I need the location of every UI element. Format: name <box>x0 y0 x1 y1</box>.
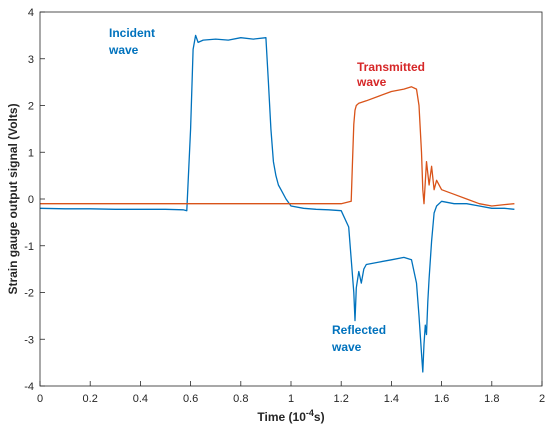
y-axis-label: Strain gauge output signal (Volts) <box>6 103 20 294</box>
x-axis-label: Time (10-4s) <box>257 408 324 424</box>
annotation-reflected-line2: wave <box>331 340 362 354</box>
x-tick-label: 1.4 <box>384 393 399 405</box>
series-layer <box>39 34 515 373</box>
y-tick-label: -3 <box>24 334 34 346</box>
plot-background <box>40 12 542 386</box>
x-axis-label-exponent: -4 <box>306 408 314 418</box>
y-tick-label: -1 <box>24 241 34 253</box>
x-tick-label: 2 <box>539 393 545 405</box>
x-axis-label-text: Time (10 <box>257 410 306 424</box>
y-tick-label: -4 <box>24 381 34 393</box>
x-tick-label: 1 <box>288 393 294 405</box>
y-tick-label: 0 <box>28 194 34 206</box>
y-tick-label: 4 <box>28 7 34 19</box>
annotation-transmitted-line1: Transmitted <box>357 60 425 74</box>
x-axis-label-unit: s) <box>314 410 325 424</box>
x-tick-label: 1.6 <box>434 393 449 405</box>
x-tick-label: 1.8 <box>484 393 499 405</box>
series-line-incident-reflected <box>39 34 515 373</box>
annotation-incident-line2: wave <box>108 43 139 57</box>
x-tick-label: 0.4 <box>133 393 148 405</box>
annotation-reflected-line1: Reflected <box>332 323 386 337</box>
series-line-transmitted <box>40 86 515 207</box>
annotation-transmitted-line2: wave <box>356 75 387 89</box>
y-tick-label: 2 <box>28 101 34 113</box>
x-tick-label: 0 <box>37 393 43 405</box>
x-tick-label: 0.8 <box>233 393 248 405</box>
y-tick-label: -2 <box>24 288 34 300</box>
annotation-incident-line1: Incident <box>109 26 155 40</box>
y-tick-label: 3 <box>28 54 34 66</box>
x-tick-label: 0.2 <box>83 393 98 405</box>
ticks-layer: 0 0.2 0.4 0.6 0.8 1 1.2 1.4 1.6 1.8 2 -4 -3 -2 -1 0 1 2 3 4 <box>24 7 545 405</box>
y-tick-label: 1 <box>28 147 34 159</box>
x-tick-label: 1.2 <box>334 393 349 405</box>
x-tick-label: 0.6 <box>183 393 198 405</box>
